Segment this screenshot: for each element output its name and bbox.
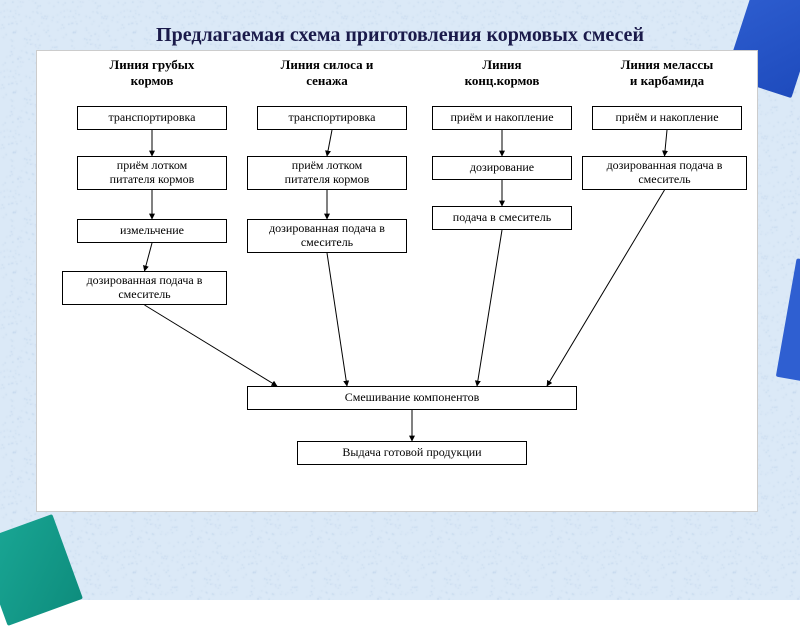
flow-node: приём лоткомпитателя кормов bbox=[77, 156, 227, 190]
diagram-frame: Линия грубыхкормов Линия силоса исенажа Ли… bbox=[36, 50, 758, 512]
flow-node: транспортировка bbox=[77, 106, 227, 130]
flow-node: измельчение bbox=[77, 219, 227, 243]
column-header: Линия мелассыи карбамида bbox=[592, 57, 742, 88]
flow-node: приём и накопление bbox=[592, 106, 742, 130]
flow-node: дозированная подача всмеситель bbox=[247, 219, 407, 253]
page-title: Предлагаемая схема приготовления кормовы… bbox=[0, 24, 800, 47]
flow-node: транспортировка bbox=[257, 106, 407, 130]
column-header: Линия грубыхкормов bbox=[77, 57, 227, 88]
flow-node: Смешивание компонентов bbox=[247, 386, 577, 410]
flow-node: дозирование bbox=[432, 156, 572, 180]
flow-node: дозированная подача всмеситель bbox=[62, 271, 227, 305]
flow-node: приём лоткомпитателя кормов bbox=[247, 156, 407, 190]
flow-node: подача в смеситель bbox=[432, 206, 572, 230]
column-header: Линияконц.кормов bbox=[432, 57, 572, 88]
column-header: Линия силоса исенажа bbox=[247, 57, 407, 88]
flow-node: приём и накопление bbox=[432, 106, 572, 130]
flow-node: Выдача готовой продукции bbox=[297, 441, 527, 465]
flow-node: дозированная подача всмеситель bbox=[582, 156, 747, 190]
